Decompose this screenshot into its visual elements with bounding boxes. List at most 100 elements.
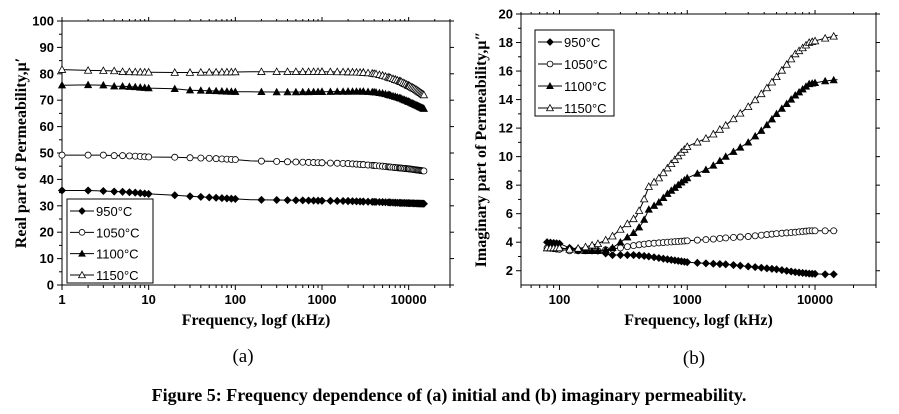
legend-label: 1100°C: [564, 79, 607, 94]
data-point: [701, 165, 711, 173]
data-point: [830, 227, 838, 235]
data-point: [185, 85, 195, 94]
data-point: [601, 245, 610, 254]
legend-label: 1150°C: [564, 101, 607, 116]
data-point: [735, 108, 745, 117]
data-point: [231, 194, 240, 203]
legend-a: 950°C 1050°C 1100°C 1150°C: [66, 198, 154, 284]
plot-frame-b: [520, 13, 877, 286]
data-point: [782, 99, 791, 107]
data-point: [623, 251, 632, 260]
legend-item: 1150°C: [70, 268, 139, 283]
data-point: [683, 237, 691, 245]
data-point: [125, 67, 134, 76]
x-tick-label: 10000: [797, 292, 833, 307]
data-point: [721, 260, 730, 269]
legend-marker-icon: [77, 270, 87, 279]
data-point: [555, 243, 564, 252]
data-point: [292, 158, 300, 166]
data-point: [110, 81, 119, 90]
data-point: [171, 153, 179, 161]
data-point: [682, 142, 692, 150]
legend-item: 1150°C: [538, 101, 607, 116]
y-tick-label: 6: [506, 206, 513, 221]
data-point: [715, 260, 724, 269]
data-point: [767, 77, 777, 86]
data-point: [736, 261, 745, 270]
data-point: [205, 154, 213, 162]
series-1100C: [57, 80, 429, 112]
y-tick-label: 10: [40, 251, 54, 266]
data-point: [777, 65, 787, 74]
series-1050C: [58, 151, 428, 175]
y-tick-label: 100: [32, 14, 54, 29]
data-point: [693, 137, 702, 146]
data-point: [144, 67, 153, 76]
data-point: [573, 243, 583, 252]
y-axis-title-a: Real part of Permeability,μ′: [13, 58, 30, 248]
chart-panel-b: 2 4 6 8 10 12 14 16 18 20 100 1000 10000 Frequency, …: [473, 7, 880, 369]
data-point: [616, 237, 625, 246]
y-tick-label: 70: [40, 93, 54, 108]
data-point: [786, 54, 796, 63]
data-point: [670, 155, 680, 163]
data-point: [810, 78, 820, 87]
data-point: [715, 125, 725, 133]
data-point: [125, 82, 134, 90]
data-point: [283, 196, 292, 205]
data-point: [721, 152, 730, 160]
data-point: [197, 154, 205, 162]
data-point: [640, 215, 649, 223]
y-tick-label: 14: [499, 92, 514, 107]
data-point: [630, 242, 638, 250]
legend-label: 950°C: [96, 204, 132, 219]
legend-item: 950°C: [70, 204, 132, 219]
data-point: [57, 186, 67, 195]
data-point: [419, 90, 429, 99]
data-point: [299, 158, 307, 166]
legend-marker-icon: [546, 81, 554, 90]
data-point: [118, 81, 127, 90]
data-point: [170, 68, 180, 76]
data-point: [291, 67, 301, 75]
data-point: [332, 67, 342, 76]
legend-label: 1150°C: [96, 268, 139, 283]
data-point: [298, 67, 308, 75]
data-point: [829, 75, 838, 84]
y-tick-label: 90: [40, 40, 54, 55]
data-point: [99, 66, 108, 74]
data-point: [709, 161, 718, 169]
data-point: [125, 152, 133, 160]
data-point: [144, 189, 153, 198]
data-point: [333, 196, 342, 205]
data-point: [317, 67, 327, 75]
data-point: [736, 143, 745, 151]
data-point: [196, 86, 205, 94]
data-point: [757, 126, 766, 134]
data-point: [304, 67, 313, 75]
data-point: [736, 233, 744, 241]
data-point: [317, 196, 327, 205]
data-point: [709, 235, 717, 243]
x-tick-label: 1000: [673, 292, 702, 307]
data-point: [751, 263, 760, 272]
y-tick-label: 20: [40, 225, 54, 240]
series-1150C: [542, 31, 838, 253]
data-point: [729, 147, 738, 155]
data-point: [593, 246, 603, 254]
data-point: [751, 232, 759, 240]
data-point: [762, 83, 772, 92]
data-point: [333, 87, 342, 95]
data-point: [317, 87, 327, 95]
data-point: [83, 80, 93, 89]
x-axis-title-b: Frequency, logf (kHz): [624, 312, 773, 329]
x-tick-label: 10000: [391, 292, 427, 307]
data-point: [212, 155, 220, 163]
legend-marker-icon: [78, 229, 86, 236]
data-point: [762, 264, 771, 273]
data-point: [820, 33, 830, 42]
data-point: [131, 188, 140, 197]
data-point: [359, 68, 368, 76]
data-point: [751, 131, 760, 140]
